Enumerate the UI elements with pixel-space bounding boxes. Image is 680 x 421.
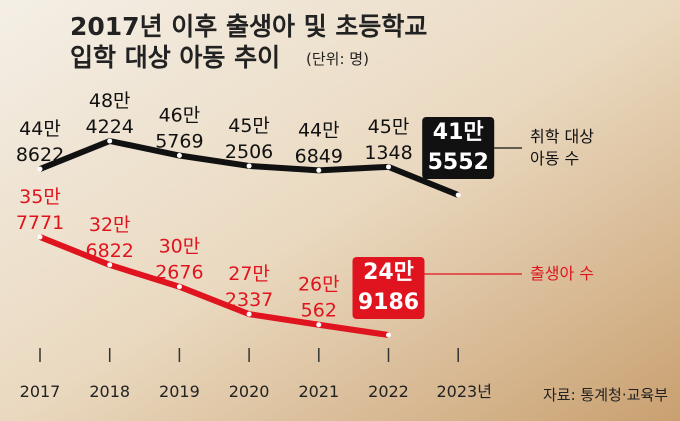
point (176, 153, 182, 159)
data-label: 44만 6849 (295, 119, 343, 167)
source: 자료: 통계청·교육부 (543, 386, 668, 404)
x-tick-label: 2023년 (436, 382, 491, 401)
point (37, 166, 43, 172)
data-label: 46만 5769 (155, 104, 203, 152)
data-label: 41만 5552 (428, 120, 489, 175)
series-line (38, 234, 389, 338)
data-label: 30만 2676 (155, 235, 203, 283)
data-label: 24만 9186 (358, 260, 419, 315)
data-label: 48만 4224 (86, 90, 134, 138)
point (386, 332, 391, 338)
x-tick-label: 2019 (159, 382, 200, 401)
x-tick-label: 2021 (298, 382, 339, 401)
data-label: 35만 7771 (16, 186, 64, 234)
data-label: 45만 1348 (364, 115, 412, 163)
point (246, 163, 252, 169)
x-tick-label: 2018 (89, 382, 130, 401)
highlight-box (422, 117, 495, 179)
point (386, 164, 391, 170)
point (316, 167, 322, 173)
point (176, 284, 182, 290)
chart-title: 2017년 이후 출생아 및 초등학교 입학 대상 아동 추이 (70, 12, 427, 72)
legend-label: 출생아 수 (530, 264, 594, 283)
point (37, 234, 43, 240)
point (316, 322, 322, 328)
point (455, 192, 461, 198)
legend-label: 취학 대상 아동 수 (530, 127, 594, 168)
data-label: 45만 2506 (225, 114, 273, 162)
data-label: 26만 562 (298, 273, 340, 321)
x-tick-label: 2020 (229, 382, 270, 401)
data-label: 44만 8622 (16, 117, 64, 165)
unit-note: (단위: 명) (306, 50, 369, 68)
data-label: 32만 6822 (86, 213, 134, 261)
point (107, 138, 113, 144)
highlight-box (352, 257, 425, 319)
data-label: 27만 2337 (225, 263, 273, 311)
x-tick-label: 2017 (20, 382, 61, 401)
x-tick-label: 2022 (368, 382, 409, 401)
point (246, 311, 252, 317)
point (107, 262, 113, 268)
